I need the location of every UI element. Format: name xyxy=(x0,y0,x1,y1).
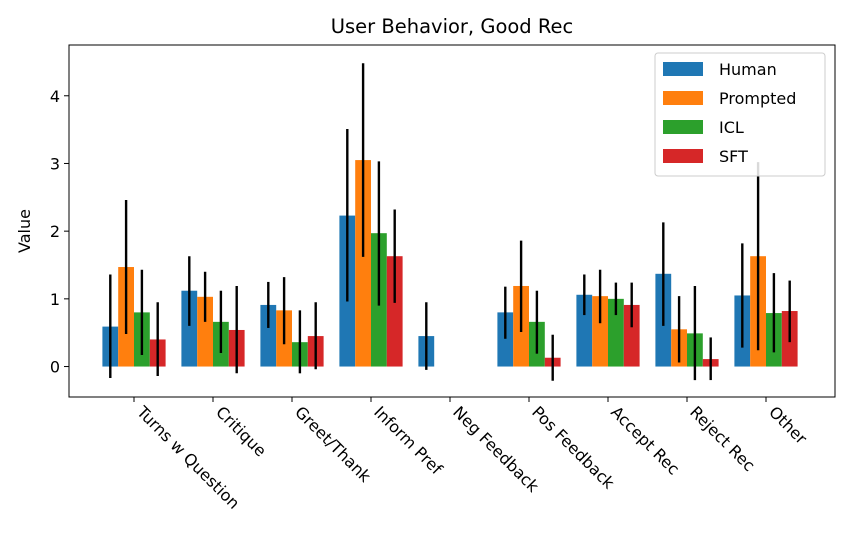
chart-title: User Behavior, Good Rec xyxy=(331,15,574,38)
y-tick-label: 4 xyxy=(50,87,60,106)
legend-label-human: Human xyxy=(719,60,777,79)
legend: Human Prompted ICL SFT xyxy=(654,52,826,177)
bar-human-6 xyxy=(576,294,593,367)
legend-swatch-human xyxy=(663,62,703,76)
y-axis-label: Value xyxy=(15,209,34,253)
bar-prompted-6 xyxy=(592,296,608,367)
error-bars-layer xyxy=(109,63,791,381)
bar-prompted-3 xyxy=(355,160,371,367)
legend-label-sft: SFT xyxy=(719,147,748,166)
y-tick-label: 3 xyxy=(50,154,60,173)
y-tick-label: 2 xyxy=(50,222,60,241)
bar-human-1 xyxy=(181,290,198,367)
bar-human-5 xyxy=(497,312,514,367)
bar-prompted-1 xyxy=(197,296,213,367)
legend-swatch-prompted xyxy=(663,91,703,105)
legend-label-prompted: Prompted xyxy=(719,89,796,108)
legend-label-icl: ICL xyxy=(719,118,744,137)
legend-box xyxy=(654,52,826,177)
bar-human-2 xyxy=(260,304,277,367)
bar-icl-6 xyxy=(608,298,624,367)
bar-sft-3 xyxy=(386,256,403,367)
plot-frame xyxy=(68,44,836,398)
y-tick-label: 0 xyxy=(50,358,60,377)
y-axis: 0 1 2 3 4 xyxy=(50,87,69,377)
y-tick-label: 1 xyxy=(50,290,60,309)
bars-layer xyxy=(102,160,798,367)
legend-swatch-icl xyxy=(663,120,703,134)
legend-swatch-sft xyxy=(663,149,703,163)
bar-sft-6 xyxy=(623,304,640,367)
